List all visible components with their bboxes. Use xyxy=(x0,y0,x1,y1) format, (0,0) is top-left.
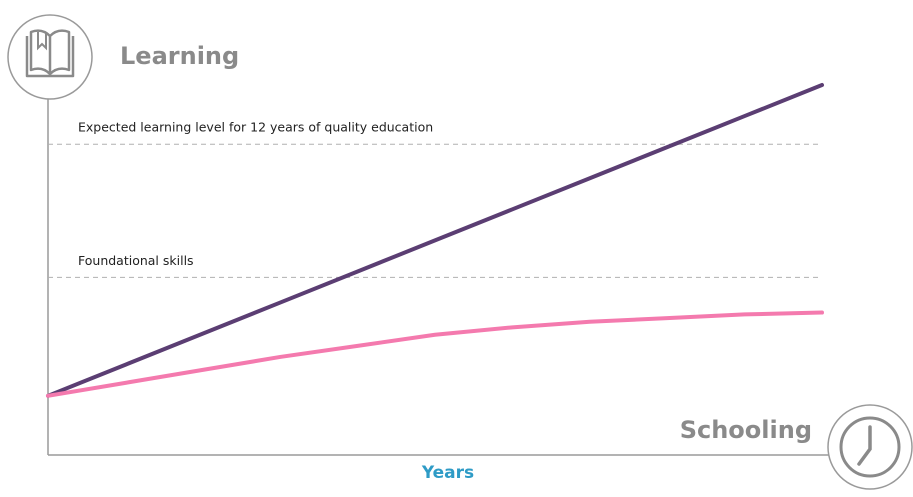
x-axis-title: Schooling xyxy=(680,416,812,444)
series-line xyxy=(46,83,824,398)
y-axis-title: Learning xyxy=(120,42,239,70)
reference-label: Foundational skills xyxy=(78,253,194,268)
clock-icon xyxy=(827,404,913,490)
book-icon xyxy=(7,14,93,100)
reference-label: Expected learning level for 12 years of … xyxy=(78,120,433,135)
series-line xyxy=(46,310,824,398)
x-axis-unit: Years xyxy=(421,463,474,483)
